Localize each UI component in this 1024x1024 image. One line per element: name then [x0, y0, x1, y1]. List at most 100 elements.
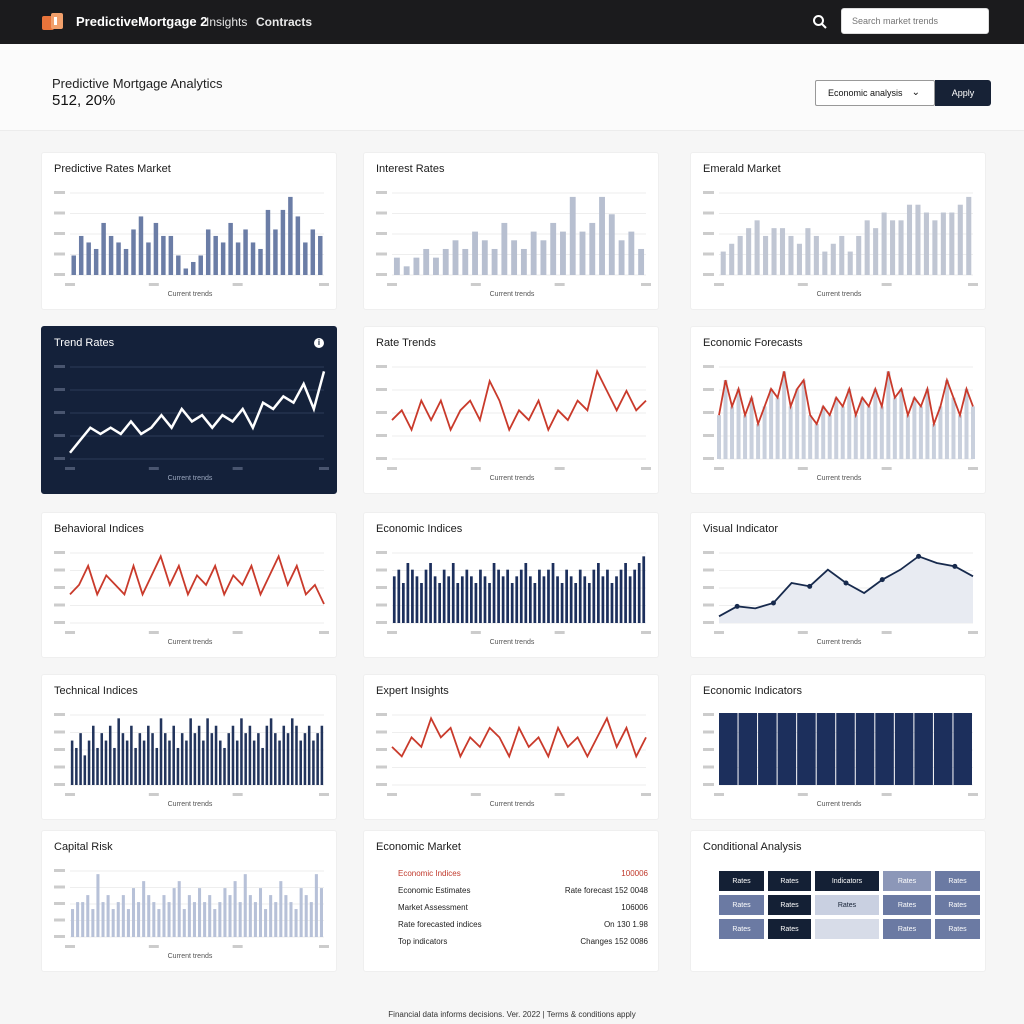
bar [137, 902, 141, 937]
search-input[interactable] [841, 8, 989, 34]
grid-cell[interactable]: Indicators [815, 871, 879, 891]
bar [100, 733, 104, 785]
bar [220, 242, 226, 275]
card-behavioral-indices[interactable]: Behavioral Indices Current trends [41, 512, 337, 658]
bar [769, 388, 774, 459]
bar [274, 733, 277, 785]
grid-cell[interactable]: Rates [883, 871, 931, 891]
bar [964, 388, 969, 459]
x-tick-mark [554, 631, 565, 634]
card-visual-indicator[interactable]: Visual Indicator Current trends [690, 512, 986, 658]
x-tick-mark [148, 283, 159, 286]
filter-select[interactable]: Economic analysis ⌄ [815, 80, 935, 106]
card-title: Predictive Rates Market [54, 163, 171, 175]
bar [286, 733, 290, 785]
info-icon[interactable]: i [314, 338, 324, 348]
x-tick-mark [641, 793, 651, 796]
bar [736, 388, 741, 459]
bar [538, 569, 541, 623]
card-predictive-rates-market[interactable]: Predictive Rates Market Current trends [41, 152, 337, 310]
bar [121, 733, 125, 785]
grid-cell[interactable]: Rates [768, 871, 811, 891]
card-economic-indices[interactable]: Economic Indices Current trends [363, 512, 659, 658]
x-tick-mark [65, 283, 75, 286]
card-rate-trends[interactable]: Rate Trends Current trends [363, 326, 659, 494]
grid-cell[interactable]: Rates [815, 895, 879, 915]
app-name[interactable]: PredictiveMortgage 2 [76, 14, 208, 29]
card-economic-indicators[interactable]: Economic Indicators Current trends [690, 674, 986, 820]
grid-cell[interactable]: Rates [883, 895, 931, 915]
x-tick-mark [65, 945, 75, 948]
grid-cell[interactable]: Rates [719, 871, 764, 891]
app-logo-icon[interactable] [42, 12, 64, 32]
grid-cell[interactable]: Rates [719, 919, 764, 939]
bar [847, 388, 852, 459]
card-interest-rates[interactable]: Interest Rates Current trends [363, 152, 659, 310]
y-tick-mark [376, 765, 387, 769]
bar [210, 733, 214, 785]
table-cell-value: 106006 [621, 903, 648, 912]
bar [822, 251, 828, 275]
grid-cell[interactable]: Rates [935, 895, 980, 915]
card-expert-insights[interactable]: Expert Insights Current trends [363, 674, 659, 820]
bar [452, 240, 459, 275]
card-technical-indices[interactable]: Technical Indices Current trends [41, 674, 337, 820]
y-tick-mark [703, 621, 714, 624]
grid-cell[interactable]: Rates [935, 919, 980, 939]
bar [233, 881, 237, 937]
card-capital-risk[interactable]: Capital Risk Current trends [41, 830, 337, 972]
bar [205, 229, 211, 275]
card-emerald-market[interactable]: Emerald Market Current trends [690, 152, 986, 310]
chart-trend-rates [54, 365, 329, 470]
card-economic-market[interactable]: Economic Market Economic Indices 100006 Eco… [363, 830, 659, 972]
grid-cell[interactable]: Rates [768, 919, 811, 939]
bar [894, 713, 914, 785]
x-tick-mark [797, 631, 808, 634]
x-tick-mark [232, 283, 243, 286]
bar [628, 231, 635, 275]
series-line [391, 716, 647, 759]
bar [738, 713, 758, 785]
x-tick-mark [881, 793, 892, 796]
x-axis-label: Current trends [167, 639, 213, 646]
bar [134, 747, 137, 785]
grid-cell[interactable]: Rates [883, 919, 931, 939]
card-title: Expert Insights [376, 685, 449, 697]
bar [610, 583, 614, 623]
bar [108, 235, 114, 275]
bar [258, 248, 263, 275]
card-trend-rates[interactable]: Trend Rates i Current trends [41, 326, 337, 494]
bar [479, 569, 482, 623]
grid-cell[interactable] [815, 919, 879, 939]
y-tick-mark [376, 457, 387, 460]
bar [235, 242, 241, 275]
card-economic-forecasts[interactable]: Economic Forecasts Current trends [690, 326, 986, 494]
card-conditional-analysis[interactable]: Conditional Analysis Rates Rates Indicators… [690, 830, 986, 972]
bar [70, 740, 74, 785]
y-tick-mark [54, 551, 65, 554]
bar [777, 713, 797, 785]
point [807, 583, 813, 589]
bar [218, 902, 222, 937]
y-tick-mark [703, 388, 714, 391]
apply-button[interactable]: Apply [935, 80, 991, 106]
search-icon[interactable] [812, 14, 828, 30]
y-tick-mark [703, 232, 714, 235]
bar [248, 895, 252, 937]
y-tick-mark [54, 232, 65, 235]
grid-cell[interactable]: Rates [719, 895, 764, 915]
bar [530, 231, 537, 275]
table-cell-value: On 130 1.98 [603, 920, 648, 929]
nav-contracts[interactable]: Contracts [256, 15, 313, 29]
bar [460, 576, 464, 623]
bar [299, 740, 302, 785]
nav-insights[interactable]: Insights [206, 15, 248, 29]
bar [898, 220, 904, 275]
grid-cell[interactable]: Rates [935, 871, 980, 891]
bar [931, 423, 936, 459]
bar [316, 733, 319, 785]
page-header: Predictive Mortgage Analytics 512, 20% E… [0, 44, 1024, 131]
grid-cell[interactable]: Rates [768, 895, 811, 915]
y-tick-mark [54, 730, 65, 734]
bar [805, 228, 811, 275]
